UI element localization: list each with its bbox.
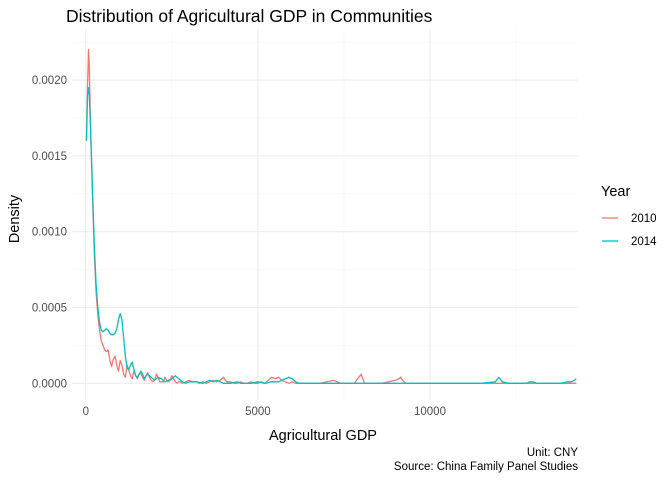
y-tick-label: 0.0005	[32, 303, 67, 315]
x-tick-label: 10000	[414, 406, 446, 418]
caption-unit: Unit: CNY	[527, 447, 578, 459]
y-axis-title: Density	[7, 194, 23, 243]
grid	[72, 30, 578, 400]
density-lines	[85, 49, 577, 384]
legend-title: Year	[601, 184, 630, 200]
legend-label-2014: 2014	[631, 236, 657, 248]
density-line-2010	[85, 49, 577, 384]
x-tick-label: 5000	[245, 406, 271, 418]
legend-label-2010: 2010	[631, 213, 657, 225]
density-line-2014	[85, 86, 577, 384]
y-axis-ticks: 0.0000 0.0005 0.0010 0.0015 0.0020	[32, 75, 67, 390]
caption-source: Source: China Family Panel Studies	[394, 461, 578, 473]
y-tick-label: 0.0015	[32, 151, 67, 163]
chart-title: Distribution of Agricultural GDP in Comm…	[66, 6, 433, 26]
y-tick-label: 0.0020	[32, 75, 67, 87]
y-tick-label: 0.0010	[32, 227, 67, 239]
x-axis-ticks: 0 5000 10000	[83, 406, 446, 418]
legend-entry-2014: 2014	[602, 236, 657, 248]
legend: Year 2010 2014	[601, 184, 657, 248]
y-tick-label: 0.0000	[32, 378, 67, 390]
x-axis-title: Agricultural GDP	[269, 428, 377, 444]
legend-entry-2010: 2010	[602, 213, 657, 225]
x-tick-label: 0	[83, 406, 89, 418]
